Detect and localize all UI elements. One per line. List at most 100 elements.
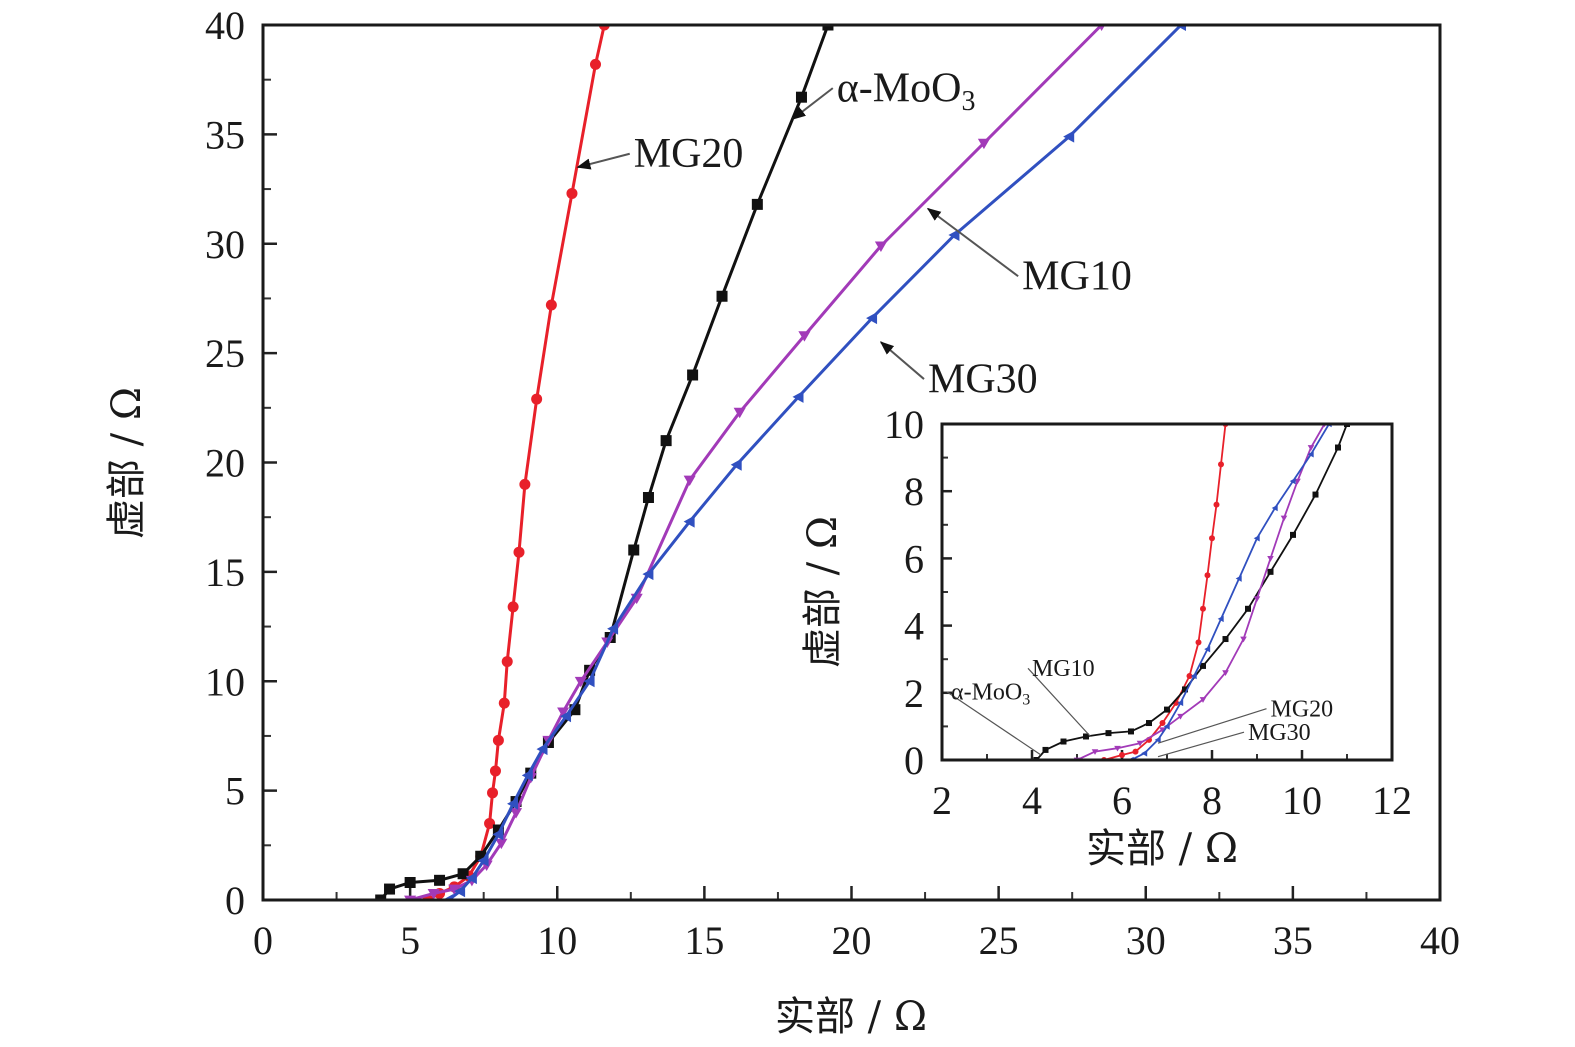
data-point-mg10	[1114, 745, 1121, 752]
data-point-moo3	[1105, 730, 1112, 737]
data-point-mg30	[948, 228, 960, 242]
series-mg30	[1127, 424, 1332, 760]
main-annotations: MG20 α-MoO3 MG10 MG30	[576, 66, 1132, 403]
data-point-mg20	[1159, 720, 1166, 727]
x-tick-label: 12	[1372, 778, 1412, 823]
data-point-mg20	[1132, 748, 1139, 755]
annotation-arrow-mg10	[1027, 667, 1091, 737]
y-tick-label: 8	[904, 469, 924, 514]
annotation-arrow-mg20	[576, 152, 631, 170]
data-point-moo3	[1222, 636, 1229, 643]
x-tick-label: 25	[979, 918, 1019, 963]
data-point-mg30	[1204, 645, 1211, 653]
data-point-mg30	[1063, 130, 1075, 143]
data-point-moo3	[1290, 531, 1296, 538]
data-point-mg10	[798, 331, 811, 342]
data-point-moo3	[434, 874, 446, 886]
data-point-moo3	[404, 877, 416, 888]
data-point-mg20	[590, 58, 602, 70]
data-point-moo3	[716, 290, 728, 302]
data-point-mg10	[1091, 749, 1099, 755]
data-point-mg30	[477, 854, 489, 867]
data-point-moo3	[822, 25, 834, 31]
series-line-moo3	[379, 25, 830, 900]
y-tick-label: 2	[904, 671, 924, 716]
y-tick-label: 35	[205, 112, 245, 157]
data-point-mg30	[683, 515, 695, 528]
inset-x-axis-title: 实部 / Ω	[1086, 826, 1238, 872]
data-point-moo3	[569, 704, 581, 716]
data-point-mg20	[1119, 751, 1125, 758]
data-point-mg30	[536, 743, 548, 756]
annotation-label-mg10: MG10	[1032, 656, 1095, 682]
data-point-mg10	[495, 838, 508, 850]
y-tick-label: 25	[205, 331, 245, 376]
data-point-mg20	[487, 787, 499, 799]
data-point-mg20	[1200, 605, 1206, 612]
data-point-mg20	[498, 697, 510, 709]
y-tick-label: 0	[225, 878, 245, 923]
data-point-mg20	[1213, 501, 1220, 508]
data-point-moo3	[475, 850, 487, 862]
data-point-mg30	[1177, 699, 1184, 707]
data-point-mg30	[521, 769, 533, 782]
data-point-mg10	[683, 475, 696, 487]
series-moo3	[1033, 424, 1350, 760]
data-point-mg10	[1307, 445, 1315, 451]
data-point-moo3	[795, 91, 807, 103]
series-mg20	[422, 25, 610, 900]
x-tick-label: 15	[684, 918, 724, 963]
data-point-mg20	[492, 734, 504, 746]
data-point-mg10	[1177, 713, 1184, 720]
data-point-mg10	[1199, 697, 1207, 703]
y-tick-label: 10	[884, 402, 924, 447]
data-point-mg30	[507, 797, 519, 810]
x-tick-label: 5	[400, 918, 420, 963]
y-tick-label: 0	[904, 738, 924, 783]
data-point-mg30	[583, 675, 595, 688]
data-point-mg10	[733, 407, 746, 419]
data-point-mg10	[510, 808, 523, 819]
data-point-mg30	[1190, 672, 1197, 680]
data-point-mg20	[513, 546, 525, 558]
data-point-moo3	[660, 435, 672, 447]
annotation-label-moo3: α-MoO3	[951, 680, 1030, 709]
x-tick-label: 30	[1126, 918, 1166, 963]
annotation-label-mg10: MG10	[1022, 254, 1132, 300]
inset-background	[942, 424, 1392, 760]
data-point-mg20	[1218, 461, 1224, 468]
x-tick-label: 0	[253, 918, 273, 963]
inset-y-axis-title: 虚部 / Ω	[800, 516, 846, 668]
main-x-axis-title: 实部 / Ω	[775, 994, 927, 1040]
data-point-moo3	[492, 824, 504, 836]
x-tick-label: 2	[932, 778, 952, 823]
data-point-moo3	[642, 492, 654, 503]
data-point-mg30	[1235, 575, 1242, 582]
data-point-mg30	[1217, 615, 1224, 623]
data-point-moo3	[1060, 738, 1067, 745]
data-point-mg30	[465, 872, 477, 885]
data-point-moo3	[1146, 720, 1152, 727]
data-point-mg20	[484, 817, 496, 829]
data-point-moo3	[1083, 733, 1089, 740]
data-point-mg10	[1098, 25, 1106, 32]
data-point-mg30	[1163, 723, 1170, 730]
annotation-label-mg30: MG30	[1248, 720, 1311, 746]
main-x-tick-labels: 0 5 10 15 20 25 30 35 40	[253, 918, 1460, 963]
data-point-mg30	[792, 390, 804, 403]
annotation-arrow-mg10	[926, 207, 1019, 278]
y-tick-label: 10	[205, 659, 245, 704]
annotation-label-mg30: MG30	[928, 357, 1038, 403]
y-tick-label: 15	[205, 550, 245, 595]
data-point-moo3	[1245, 605, 1251, 612]
y-tick-label: 4	[904, 604, 924, 649]
data-point-mg20	[501, 656, 513, 668]
data-point-moo3	[628, 544, 640, 556]
data-point-mg30	[866, 312, 878, 325]
main-y-axis-title: 虚部 / Ω	[104, 387, 150, 539]
data-point-mg10	[1159, 727, 1166, 734]
